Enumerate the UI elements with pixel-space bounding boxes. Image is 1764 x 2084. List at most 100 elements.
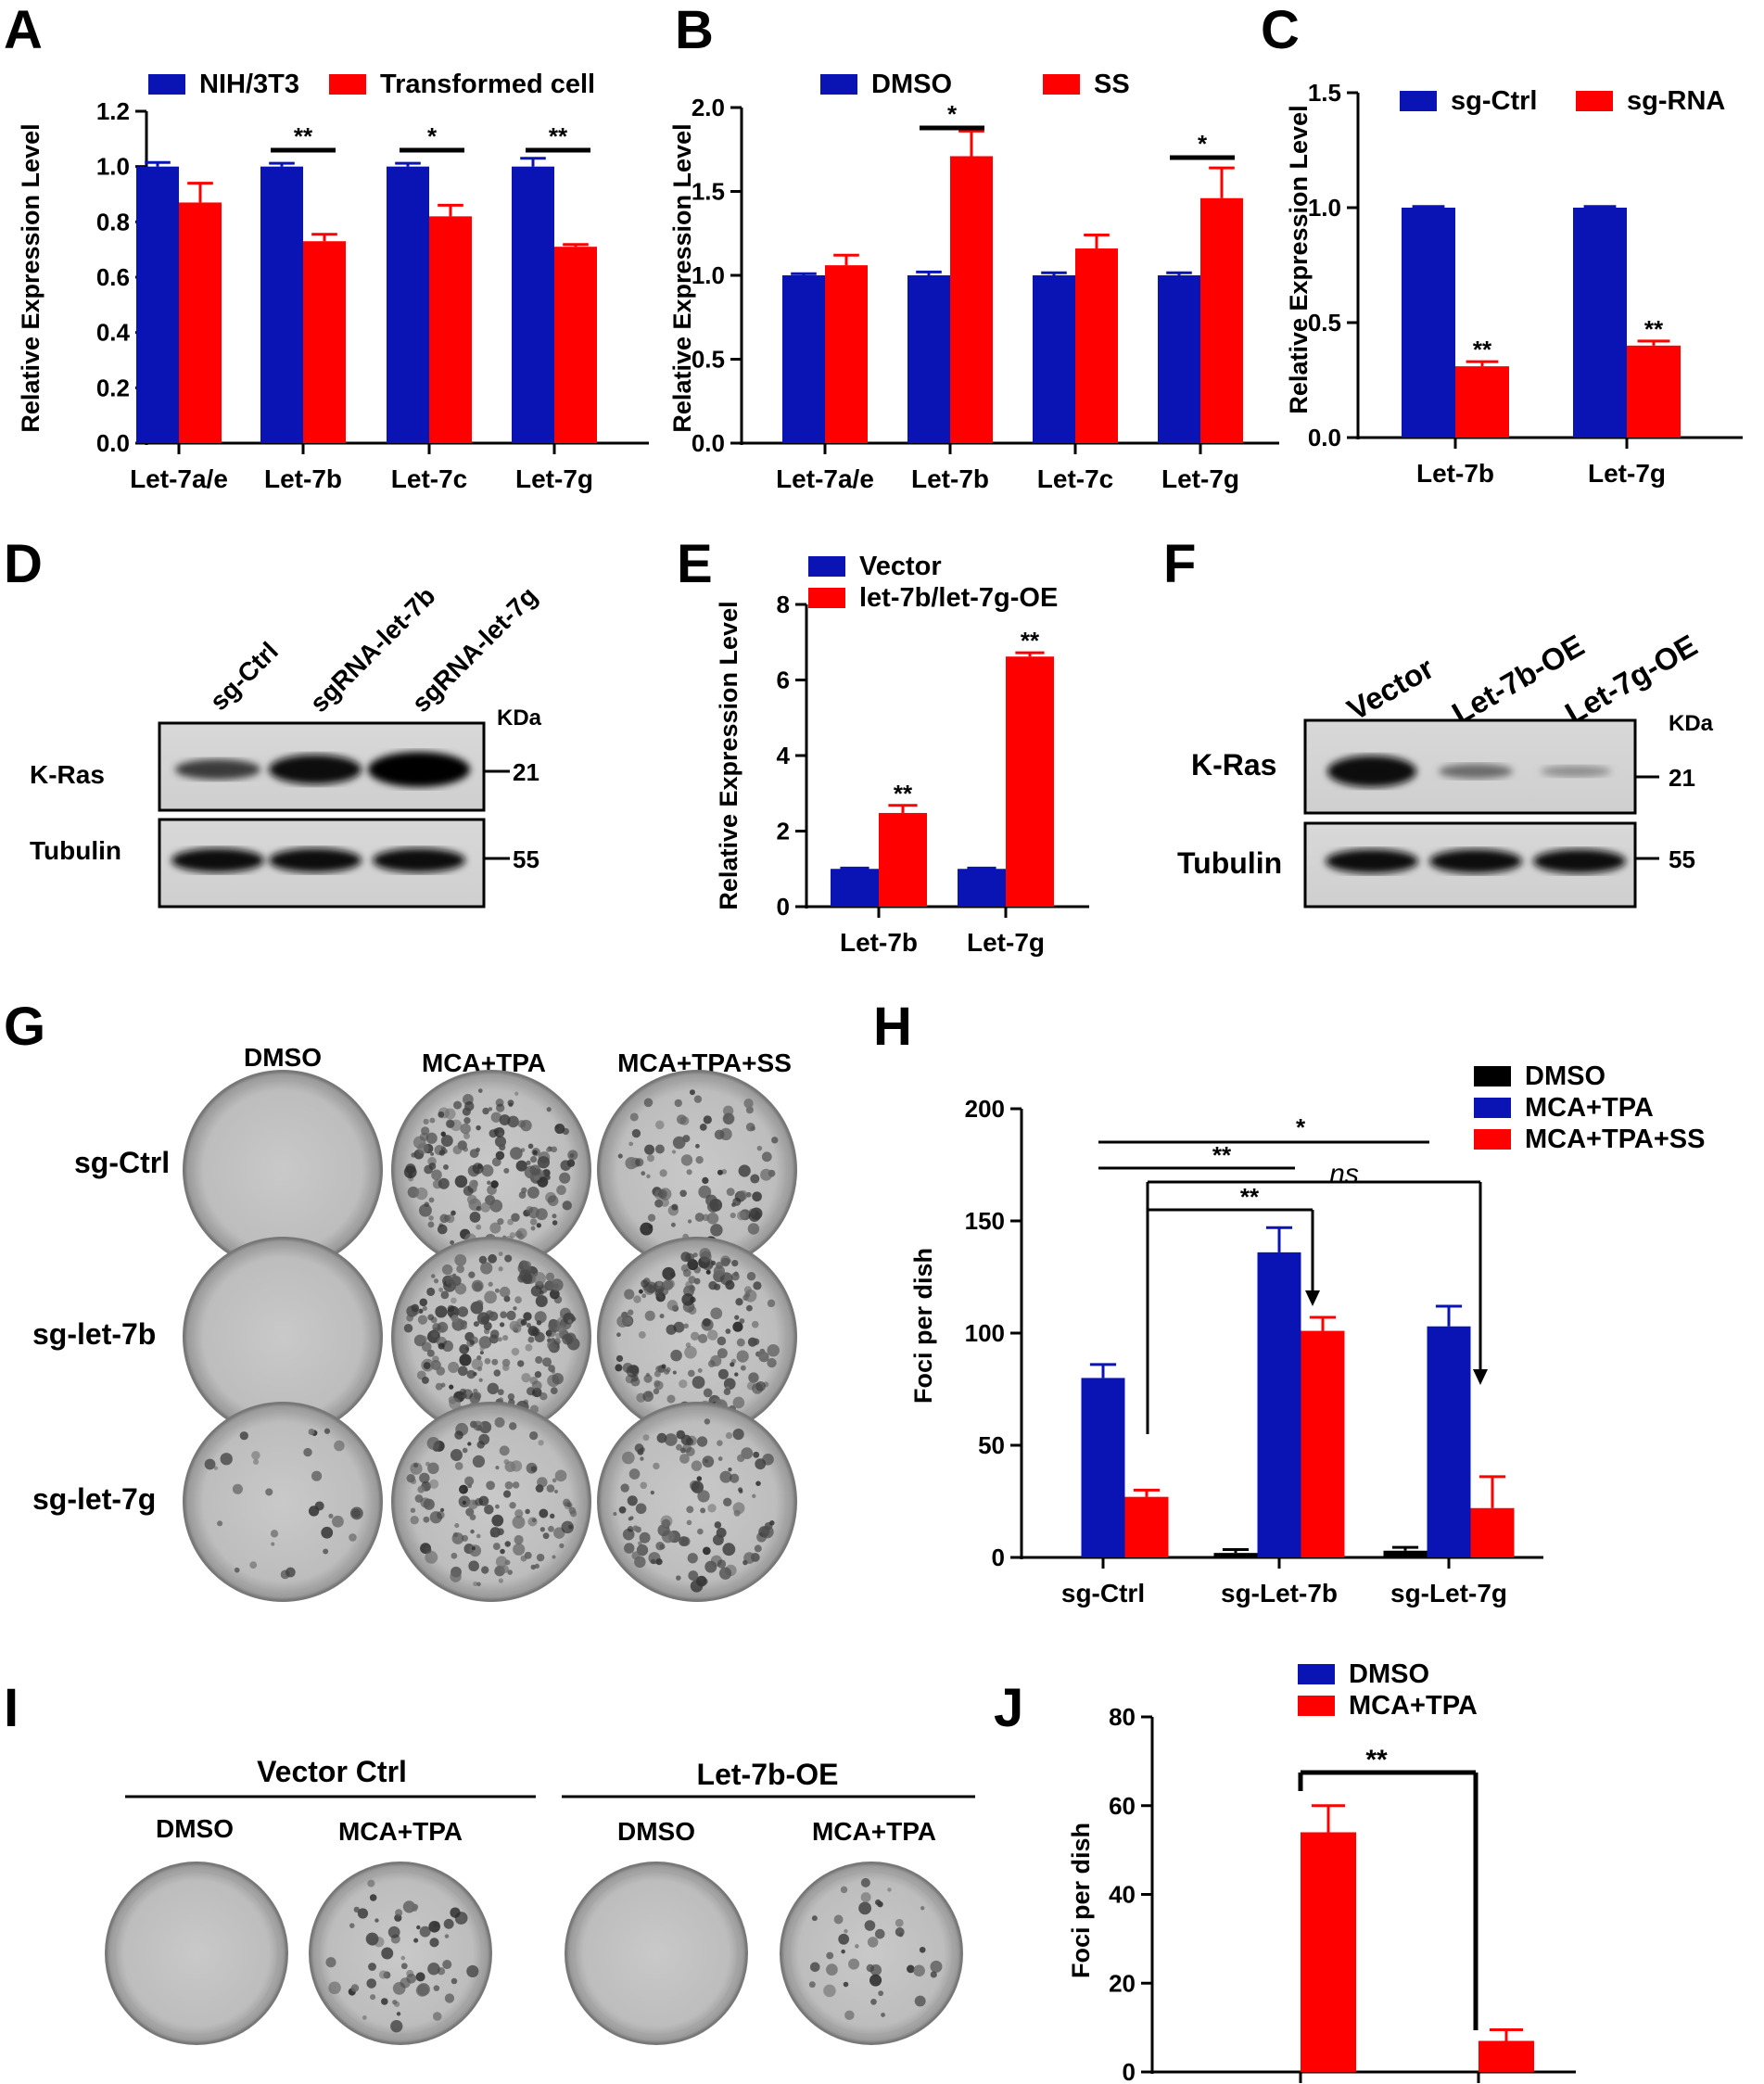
colony [624, 1289, 635, 1300]
colony [432, 2012, 442, 2021]
colony [443, 1918, 454, 1929]
y-tick-label: 200 [965, 1095, 1005, 1123]
colony [659, 1169, 667, 1177]
colony [454, 1462, 463, 1470]
colony [635, 1158, 644, 1167]
colony [723, 1112, 734, 1125]
colony [746, 1304, 753, 1312]
colony [453, 1100, 463, 1110]
significance-label: ** [549, 122, 568, 150]
colony [640, 1222, 654, 1236]
panel-label-d: D [4, 534, 43, 594]
colony [713, 1265, 726, 1277]
colony [613, 1511, 617, 1516]
colony [452, 1145, 463, 1155]
colony [626, 1365, 640, 1378]
colony [542, 1532, 550, 1540]
colony [479, 1346, 485, 1352]
colony [756, 1145, 763, 1151]
colony [881, 2013, 885, 2017]
colony [654, 1144, 665, 1154]
colony [761, 1525, 774, 1539]
colony [321, 1526, 334, 1539]
colony [515, 1160, 527, 1172]
colony [535, 1208, 548, 1221]
colony [400, 1963, 408, 1970]
colony [417, 1485, 425, 1493]
colony [539, 1527, 545, 1532]
colony [535, 1355, 543, 1365]
culture-dish [780, 1862, 963, 2045]
colony [552, 1214, 557, 1219]
chart-e: 0 2 4 6 8 Let-7b Let-7g Relative Expression Lev… [715, 552, 1089, 957]
colony [732, 1429, 744, 1441]
colony [525, 1343, 533, 1352]
colony [659, 1544, 666, 1550]
colony [491, 1358, 499, 1366]
colony [265, 1488, 273, 1496]
colony [457, 1366, 468, 1377]
colony [447, 1304, 455, 1313]
colony [429, 1511, 442, 1524]
blot-d-row-tubulin: Tubulin [30, 836, 121, 865]
colony [477, 1088, 483, 1093]
colony [493, 1369, 501, 1377]
colony [469, 1544, 482, 1557]
blot-f-marker-55: 55 [1669, 845, 1695, 873]
colony [451, 1552, 458, 1559]
colony [539, 1508, 549, 1519]
bar [831, 869, 879, 907]
colony [502, 1490, 512, 1498]
colony [878, 1990, 884, 1997]
colony [524, 1551, 532, 1559]
colony [670, 1222, 676, 1227]
colony [688, 1570, 699, 1582]
colony [449, 1397, 461, 1410]
colony [654, 1120, 665, 1130]
bar [512, 166, 554, 443]
colony [679, 1454, 690, 1464]
culture-dish [565, 1862, 748, 2045]
colony [615, 1364, 623, 1372]
colony [716, 1261, 724, 1269]
colony [369, 1894, 377, 1901]
colony [428, 1163, 437, 1170]
colony [507, 1099, 514, 1107]
colony [450, 1239, 455, 1245]
colony [701, 1318, 714, 1331]
significance-label: ** [1644, 315, 1664, 343]
colony [487, 1180, 491, 1186]
colony [666, 1300, 679, 1311]
colony [768, 1169, 776, 1177]
colony [403, 1165, 417, 1179]
colony [616, 1332, 621, 1338]
colony [702, 1176, 709, 1185]
colony [666, 1278, 675, 1289]
colony [546, 1107, 552, 1112]
colony [450, 1449, 463, 1462]
colony [747, 1337, 757, 1347]
colony [703, 1115, 712, 1125]
colony [725, 1432, 733, 1440]
colony [367, 1879, 375, 1887]
culture-dish [391, 1237, 591, 1437]
y-tick-label: 60 [1109, 1792, 1136, 1820]
colony [697, 1367, 703, 1373]
blot-d-marker-55: 55 [513, 845, 539, 873]
colony [463, 1117, 471, 1125]
bar [1158, 275, 1200, 443]
colony [627, 1495, 638, 1506]
colony [625, 1157, 638, 1170]
colony [412, 1903, 419, 1911]
colony [720, 1257, 730, 1267]
legend-swatch [1474, 1098, 1511, 1118]
y-tick-label: 2 [777, 818, 790, 845]
culture-dish [105, 1862, 288, 2045]
band-d-tub-3 [373, 848, 465, 872]
colony [753, 1281, 762, 1290]
colony [411, 1152, 416, 1158]
colony [645, 1391, 653, 1398]
x-tick-label: Let-7b [1416, 459, 1494, 488]
colony [410, 1516, 419, 1525]
colony [456, 1264, 465, 1274]
